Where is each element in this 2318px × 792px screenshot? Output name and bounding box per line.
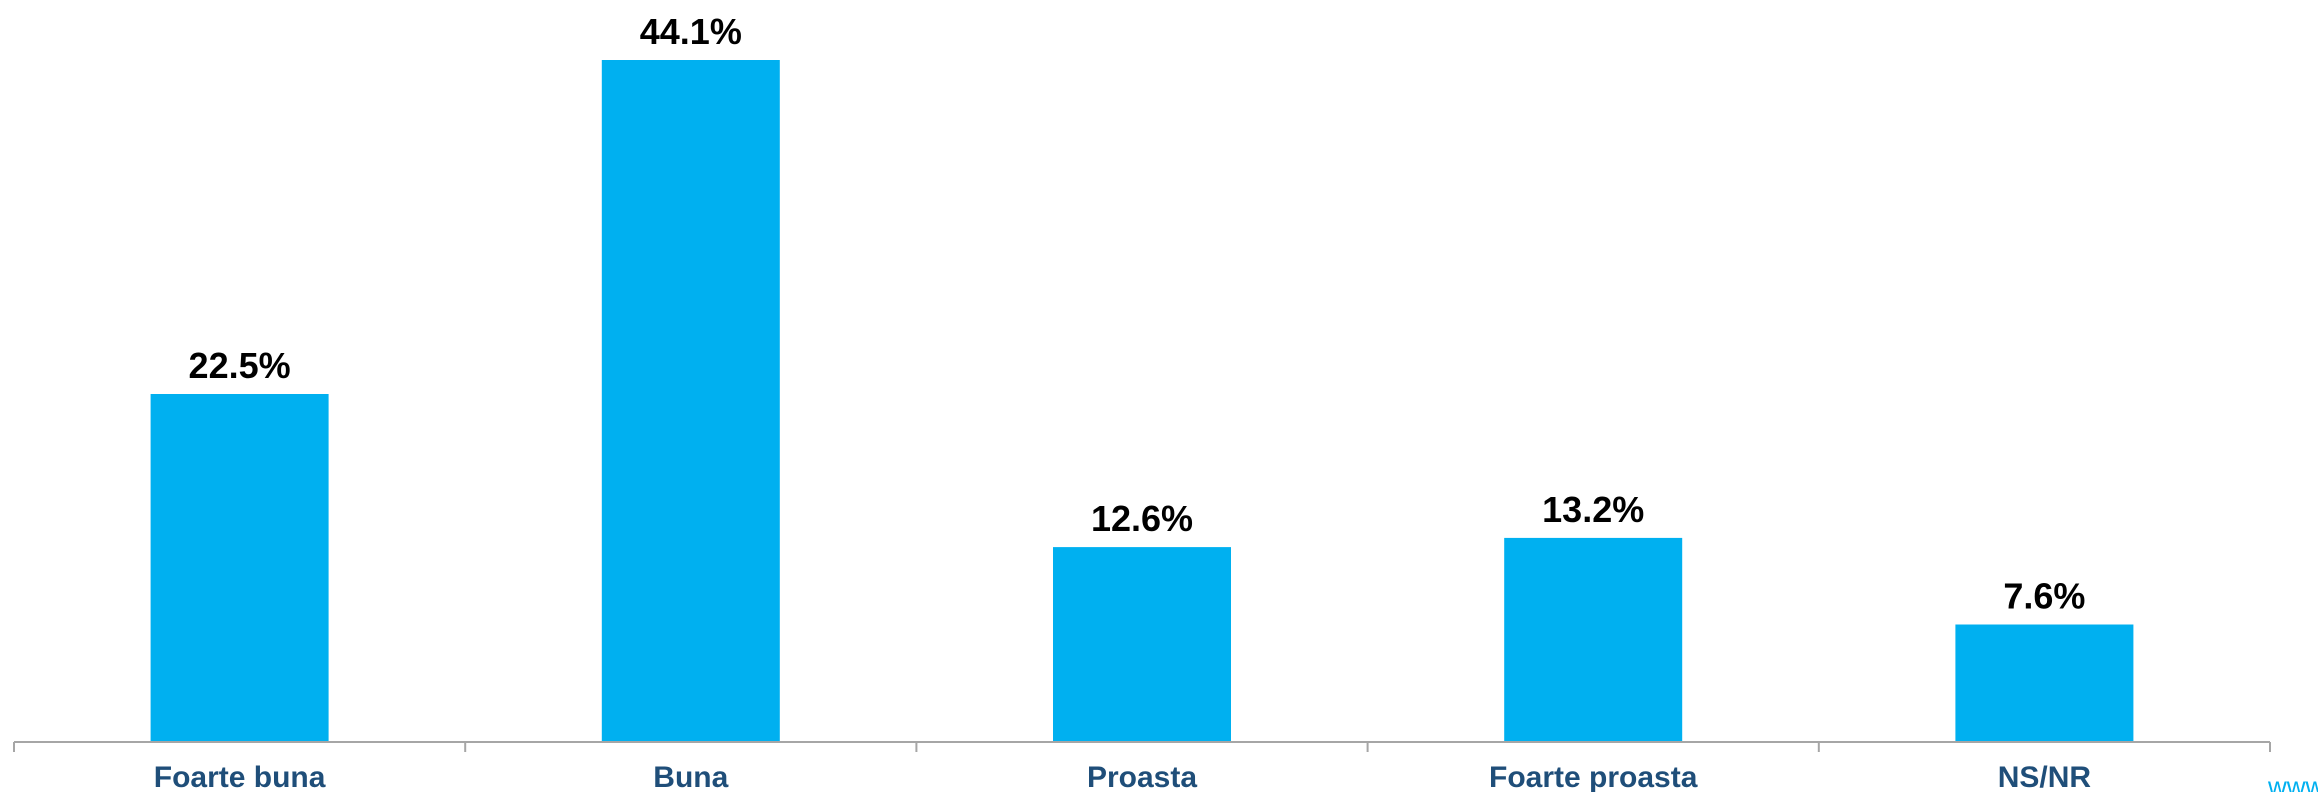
value-labels-layer: 22.5% 44.1% 12.6% 13.2% 7.6% bbox=[189, 11, 2086, 617]
bar bbox=[1053, 547, 1231, 742]
x-tick-label: Foarte buna bbox=[154, 761, 326, 792]
x-tick-label: Foarte proasta bbox=[1489, 761, 1698, 792]
watermark-text: www bbox=[2267, 771, 2318, 792]
x-axis-ticks bbox=[13, 742, 2271, 752]
x-tick-label: NS/NR bbox=[1998, 761, 2092, 792]
data-label: 22.5% bbox=[189, 345, 291, 386]
bar bbox=[1955, 624, 2134, 742]
data-label: 12.6% bbox=[1091, 498, 1193, 539]
bar bbox=[1504, 537, 1683, 742]
bars-layer bbox=[150, 60, 2134, 742]
data-label: 7.6% bbox=[2003, 576, 2085, 617]
bar bbox=[150, 394, 329, 742]
data-label: 13.2% bbox=[1542, 489, 1644, 530]
x-tick-label: Buna bbox=[653, 761, 728, 792]
x-axis-category-labels: Foarte buna Buna Proasta Foarte proasta NS/N… bbox=[154, 761, 2092, 792]
data-label: 44.1% bbox=[640, 11, 742, 52]
bar bbox=[601, 60, 780, 742]
x-tick-label: Proasta bbox=[1087, 761, 1197, 792]
